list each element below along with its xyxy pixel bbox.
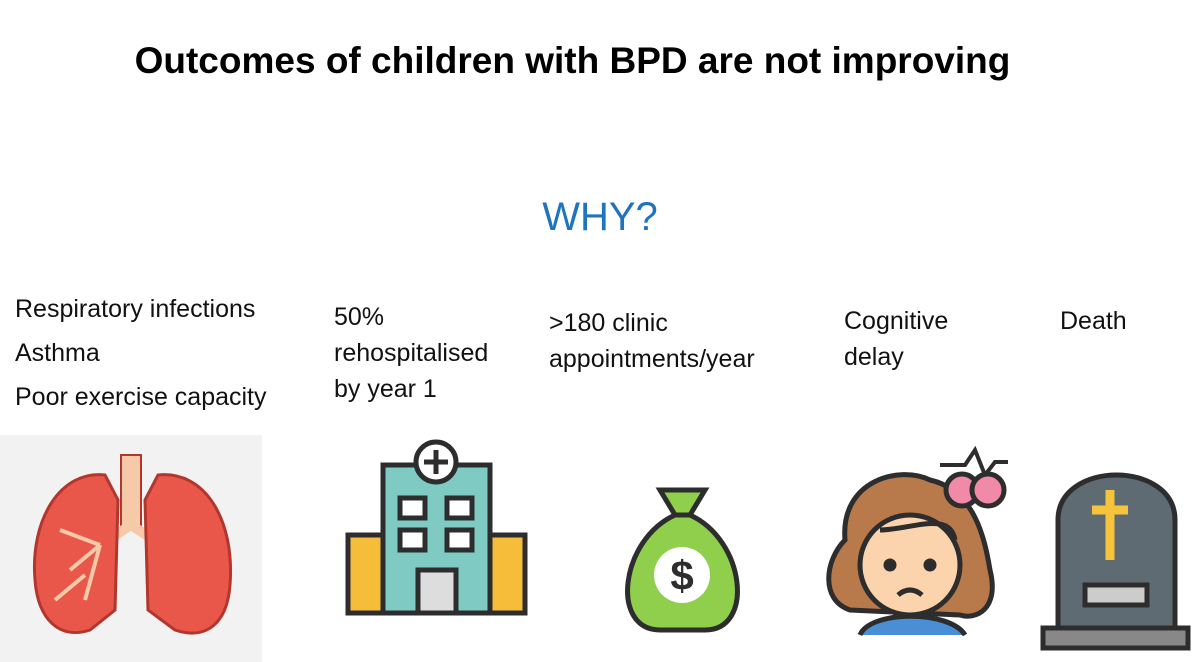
outcome: Cognitive delay [844, 303, 948, 375]
outcome: 50% rehospitalised by year 1 [334, 299, 488, 407]
outcome: Death [1060, 303, 1127, 339]
hospital-icon [345, 439, 528, 616]
outcome-line: by year 1 [334, 375, 437, 403]
outcome-line: >180 clinic [549, 309, 668, 337]
outcome-line: appointments/year [549, 345, 755, 373]
svg-text:$: $ [670, 552, 693, 599]
outcome-line: 50% [334, 303, 385, 331]
outcome-line: rehospitalised [334, 339, 489, 367]
subtitle: WHY? [542, 195, 658, 239]
money-bag-icon: $ [625, 487, 740, 633]
outcome-line: Asthma [15, 339, 100, 367]
outcome: >180 clinic appointments/year [549, 305, 755, 377]
outcome-line: Respiratory infections [15, 295, 256, 323]
outcome-line: delay [844, 343, 904, 371]
slide-title: Outcomes of children with BPD are not im… [134, 40, 1011, 81]
tombstone-icon [1040, 472, 1191, 651]
lungs-icon [0, 435, 262, 662]
outcome-line: Poor exercise capacity [15, 383, 267, 411]
outcome-line: Death [1060, 307, 1127, 335]
outcome: Respiratory infections Asthma Poor exercis… [15, 287, 267, 419]
girl-icon [826, 445, 1008, 637]
outcome-line: Cognitive [844, 307, 949, 335]
